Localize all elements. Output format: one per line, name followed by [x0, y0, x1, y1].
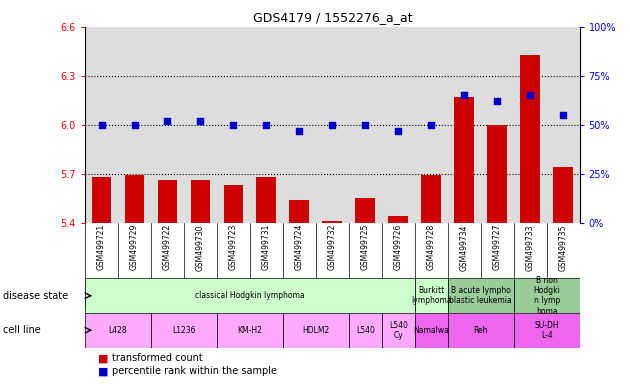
Point: [229, 122, 239, 128]
Text: Namalwa: Namalwa: [413, 326, 449, 335]
Bar: [217, 313, 283, 348]
Bar: [382, 313, 415, 348]
Text: L428: L428: [109, 326, 127, 335]
Point: [426, 122, 436, 128]
Bar: [283, 313, 349, 348]
Bar: [513, 278, 580, 313]
Text: KM-H2: KM-H2: [238, 326, 262, 335]
Bar: [349, 313, 382, 348]
Point: [163, 118, 173, 124]
Text: ■: ■: [98, 366, 108, 376]
Point: [393, 127, 403, 134]
Bar: [85, 313, 151, 348]
Bar: [487, 125, 507, 223]
Text: L540: L540: [356, 326, 375, 335]
Text: percentile rank within the sample: percentile rank within the sample: [112, 366, 277, 376]
Point: [195, 118, 205, 124]
Text: disease state: disease state: [3, 291, 68, 301]
Title: GDS4179 / 1552276_a_at: GDS4179 / 1552276_a_at: [253, 11, 412, 24]
Point: [360, 122, 370, 128]
Bar: [415, 313, 448, 348]
Point: [294, 127, 304, 134]
Point: [130, 122, 140, 128]
Bar: [448, 278, 513, 313]
Bar: [513, 313, 580, 348]
Bar: [91, 177, 112, 223]
Point: [96, 122, 106, 128]
Text: Burkitt
lymphoma: Burkitt lymphoma: [411, 286, 452, 305]
Bar: [190, 180, 210, 223]
Text: B non
Hodgki
n lymp
homa: B non Hodgki n lymp homa: [533, 276, 560, 316]
Text: SU-DH
L-4: SU-DH L-4: [534, 321, 559, 340]
Text: transformed count: transformed count: [112, 353, 202, 363]
Point: [525, 92, 536, 98]
Bar: [256, 177, 277, 223]
Bar: [415, 278, 448, 313]
Text: HDLM2: HDLM2: [302, 326, 329, 335]
Point: [492, 98, 502, 104]
Text: cell line: cell line: [3, 325, 41, 335]
Text: Reh: Reh: [473, 326, 488, 335]
Bar: [553, 167, 573, 223]
Bar: [388, 216, 408, 223]
Point: [261, 122, 272, 128]
Bar: [355, 198, 375, 223]
Bar: [151, 313, 217, 348]
Point: [558, 112, 568, 118]
Bar: [85, 278, 415, 313]
Text: classical Hodgkin lymphoma: classical Hodgkin lymphoma: [195, 291, 305, 300]
Text: L1236: L1236: [172, 326, 196, 335]
Text: ■: ■: [98, 353, 108, 363]
Bar: [125, 175, 144, 223]
Point: [459, 92, 469, 98]
Bar: [448, 313, 513, 348]
Bar: [289, 200, 309, 223]
Point: [328, 122, 338, 128]
Bar: [224, 185, 243, 223]
Bar: [454, 97, 474, 223]
Bar: [158, 180, 178, 223]
Bar: [520, 55, 540, 223]
Bar: [421, 175, 441, 223]
Text: B acute lympho
blastic leukemia: B acute lympho blastic leukemia: [449, 286, 512, 305]
Text: L540
Cy: L540 Cy: [389, 321, 408, 340]
Bar: [323, 221, 342, 223]
